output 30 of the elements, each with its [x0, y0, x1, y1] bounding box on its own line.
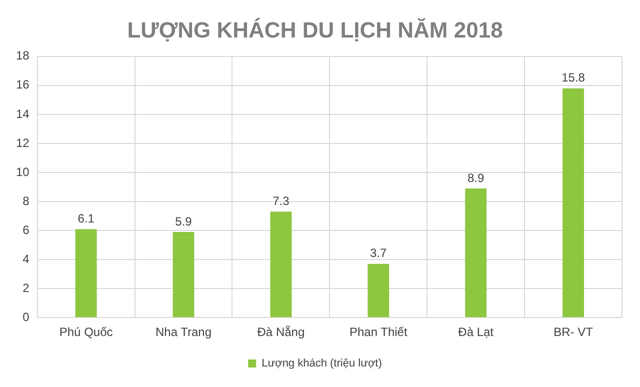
y-tick-label: 8 [22, 194, 30, 208]
y-tick-label: 10 [16, 164, 30, 179]
bar [270, 212, 292, 318]
data-label: 3.7 [370, 246, 388, 260]
data-label: 5.9 [175, 214, 192, 228]
y-tick-label: 4 [22, 252, 30, 266]
bar [562, 88, 584, 318]
chart-title: LƯỢNG KHÁCH DU LỊCH NĂM 2018 [127, 17, 503, 42]
bar [465, 188, 487, 318]
data-label: 15.8 [562, 70, 586, 85]
y-tick-label: 0 [22, 310, 30, 324]
y-tick-label: 6 [22, 222, 30, 237]
x-tick-label: Phú Quốc [59, 325, 113, 340]
x-tick-label: Phan Thiết [349, 325, 408, 340]
y-tick-label: 14 [16, 106, 30, 121]
data-label: 6.1 [78, 211, 95, 226]
legend-label: Lượng khách (triệu lượt) [262, 358, 382, 370]
data-label: 8.9 [467, 170, 484, 185]
x-tick-label: Nha Trang [155, 325, 212, 340]
bar [172, 232, 194, 318]
bar [368, 264, 390, 318]
y-tick-label: 2 [22, 280, 30, 295]
y-tick-label: 18 [16, 48, 30, 63]
x-tick-label: BR- VT [554, 325, 594, 340]
y-tick-label: 12 [16, 136, 30, 150]
x-tick-label: Đà Nẵng [257, 325, 305, 340]
x-tick-label: Đà Lạt [458, 325, 494, 340]
data-label: 7.3 [272, 194, 290, 208]
bar [75, 229, 97, 318]
y-tick-label: 16 [16, 78, 30, 92]
